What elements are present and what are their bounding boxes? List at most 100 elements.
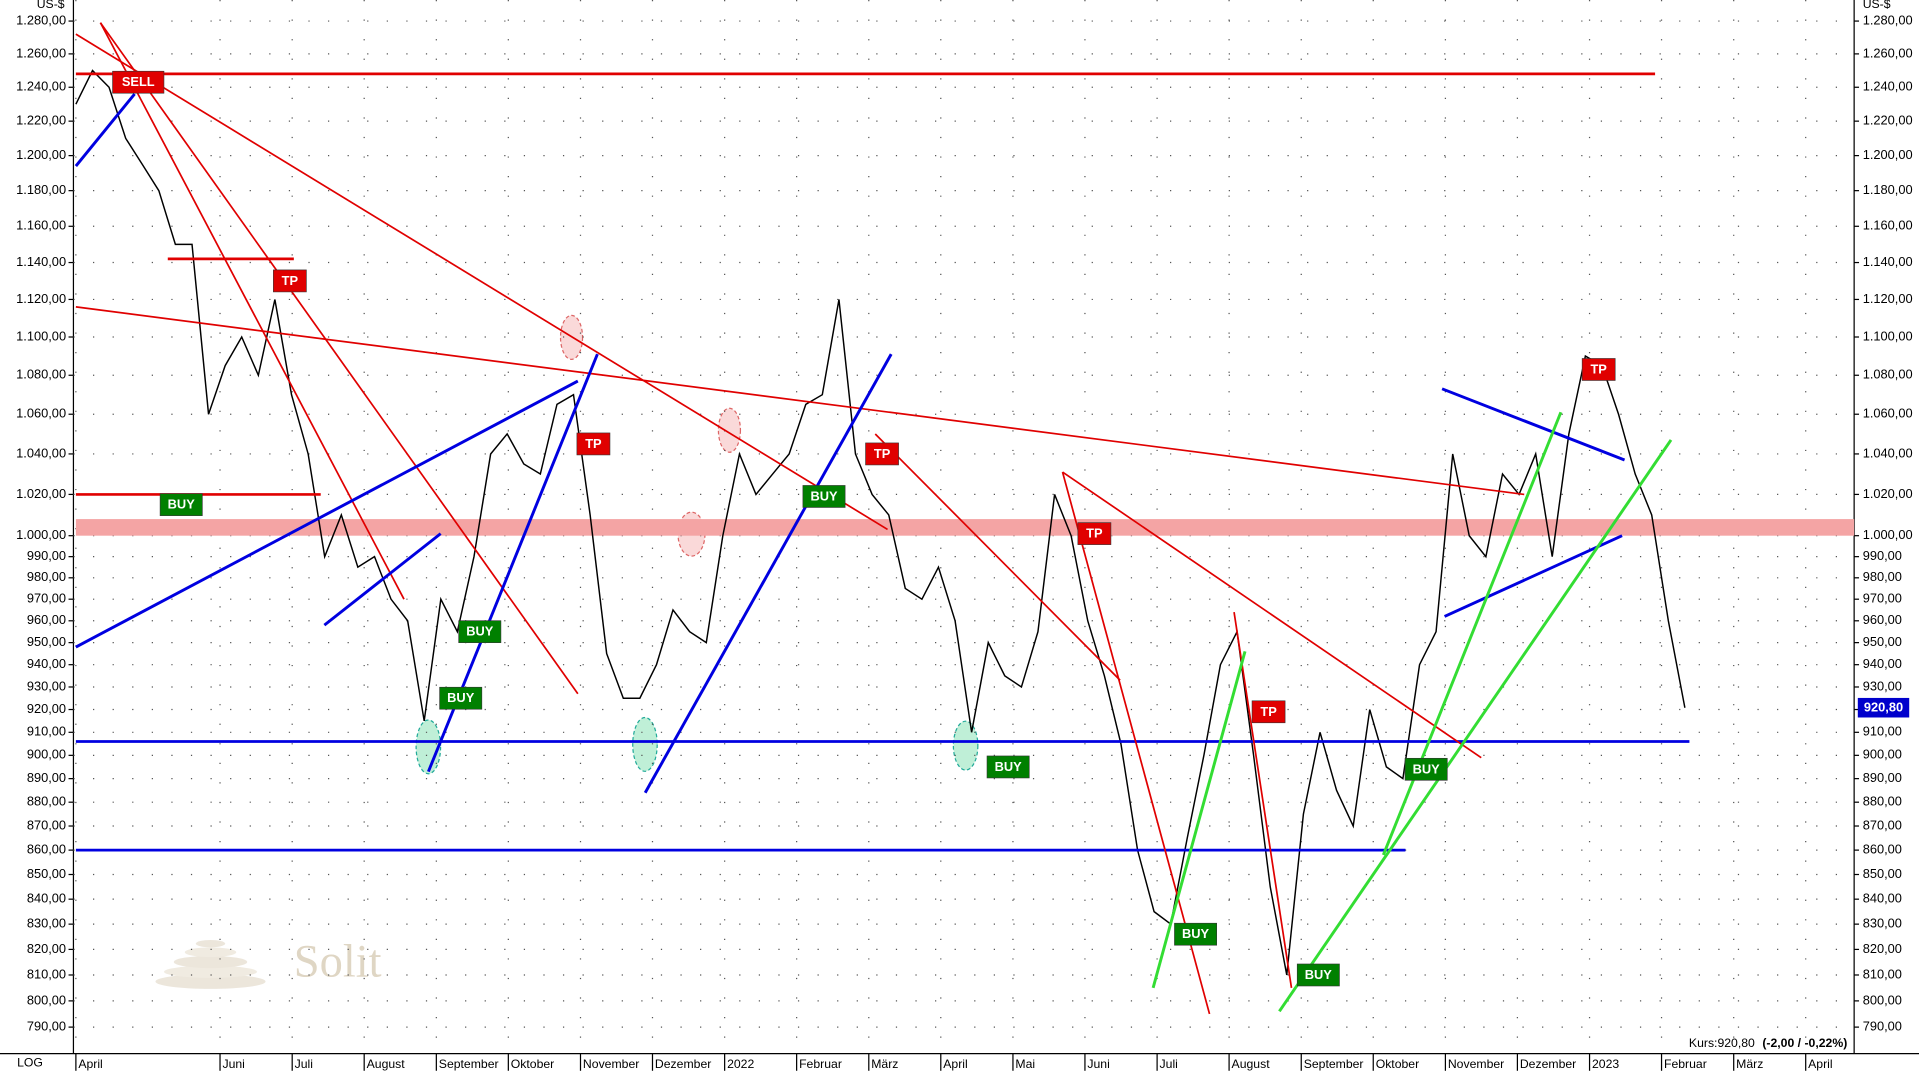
y-tick-label: 830,00 <box>27 916 66 931</box>
signal-box <box>1174 922 1218 946</box>
y-tick-label: 1.180,00 <box>16 182 66 197</box>
signal: BUY <box>1296 963 1340 987</box>
y-tick-label: 1.020,00 <box>16 486 66 501</box>
y-tick-label: 1.160,00 <box>16 218 66 233</box>
y-tick-label: 1.100,00 <box>1863 328 1913 343</box>
signal: BUY <box>1174 922 1218 946</box>
trend-line <box>1151 651 1247 989</box>
trend-line <box>1278 439 1673 1013</box>
y-tick-label: 870,00 <box>27 817 66 832</box>
x-tick-label: 2023 <box>1592 1057 1619 1071</box>
footer-price: Kurs:920,80 <box>1689 1036 1755 1050</box>
trend-line <box>75 379 579 649</box>
x-tick-label: Dezember <box>655 1057 711 1071</box>
footer: Kurs:920,80 (-2,00 / -0,22%) <box>1689 1036 1847 1050</box>
signal-label: SELL <box>122 74 155 89</box>
y-tick-label: 1.200,00 <box>1863 147 1913 162</box>
trend-line <box>643 353 893 794</box>
signal-label: BUY <box>466 624 494 639</box>
signal: TP <box>1077 522 1112 545</box>
y-tick-label: 850,00 <box>1863 866 1902 881</box>
y-tick-label: 930,00 <box>27 678 66 693</box>
y-unit-left: US-$ <box>37 0 65 11</box>
signal-box <box>273 269 307 293</box>
signal-box <box>802 485 846 508</box>
x-tick-label: November <box>1448 1057 1504 1071</box>
signal: BUY <box>439 686 483 710</box>
signal-label: TP <box>282 273 299 288</box>
y-tick-label: 890,00 <box>1863 770 1902 785</box>
y-tick-label: 1.000,00 <box>1863 527 1913 542</box>
y-tick-label: 970,00 <box>1863 591 1902 606</box>
x-tick-label: August <box>367 1057 406 1071</box>
y-tick-label: 1.080,00 <box>16 367 66 382</box>
signal-label: TP <box>1086 526 1103 541</box>
y-tick-label: 1.220,00 <box>1863 113 1913 128</box>
y-tick-label: 950,00 <box>27 634 66 649</box>
y-tick-label: 990,00 <box>1863 548 1902 563</box>
price-tag <box>1857 697 1910 718</box>
y-tick-label: 790,00 <box>27 1019 66 1034</box>
y-tick-label: 1.040,00 <box>1863 445 1913 460</box>
signal-box <box>1581 358 1616 381</box>
y-tick-label: 840,00 <box>1863 891 1902 906</box>
y-tick-label: 850,00 <box>27 866 66 881</box>
x-tick-label: Juni <box>222 1057 244 1071</box>
footer-change: (-2,00 / -0,22%) <box>1762 1036 1847 1050</box>
y-tick-label: 960,00 <box>27 612 66 627</box>
signal: TP <box>273 269 307 293</box>
y-tick-label: 1.160,00 <box>1863 218 1913 233</box>
signal-label: TP <box>1260 704 1277 719</box>
x-tick-label: September <box>1304 1057 1364 1071</box>
y-tick-label: 860,00 <box>1863 842 1902 857</box>
y-tick-label: 1.000,00 <box>16 527 66 542</box>
signal-label: TP <box>1590 361 1607 376</box>
y-tick-label: 960,00 <box>1863 612 1902 627</box>
x-tick-label: Juli <box>1160 1057 1178 1071</box>
y-tick-label: 1.260,00 <box>1863 45 1913 60</box>
y-tick-label: 1.280,00 <box>16 12 66 27</box>
trend-line <box>74 93 136 167</box>
x-tick-label: April <box>78 1057 102 1071</box>
signal-box <box>865 442 899 466</box>
y-tick-label: 1.120,00 <box>16 291 66 306</box>
x-tick-label: Oktober <box>1376 1057 1419 1071</box>
signal: TP <box>1581 358 1616 381</box>
watermark-logo <box>155 939 266 989</box>
x-tick-label: Februar <box>1664 1057 1707 1071</box>
signal: TP <box>865 442 899 466</box>
signal: BUY <box>159 493 203 516</box>
y-tick-label: 950,00 <box>1863 634 1902 649</box>
y-tick-label: 1.260,00 <box>16 45 66 60</box>
y-tick-label: 800,00 <box>1863 992 1902 1007</box>
signal-box <box>1251 700 1286 724</box>
signal: TP <box>576 432 611 456</box>
y-tick-label: 930,00 <box>1863 678 1902 693</box>
y-tick-label: 1.180,00 <box>1863 182 1913 197</box>
scale-label: LOG <box>17 1056 43 1070</box>
y-tick-label: 900,00 <box>27 747 66 762</box>
signal-box <box>458 620 502 643</box>
y-tick-label: 820,00 <box>1863 941 1902 956</box>
signal-label: BUY <box>168 497 196 512</box>
x-tick-label: März <box>871 1057 898 1071</box>
signal: BUY <box>1404 757 1448 781</box>
x-tick-label: Oktober <box>511 1057 554 1071</box>
x-tick-label: Mai <box>1015 1057 1035 1071</box>
trend-line <box>1381 411 1563 856</box>
y-tick-label: 1.220,00 <box>16 113 66 128</box>
price-line <box>75 69 1686 976</box>
trend-line <box>1443 534 1623 618</box>
trend-line <box>75 306 1525 496</box>
signal-box <box>439 686 483 710</box>
signal-label: TP <box>585 436 602 451</box>
y-tick-label: 1.060,00 <box>16 406 66 421</box>
signal-box <box>1296 963 1340 987</box>
y-tick-label: 1.080,00 <box>1863 367 1913 382</box>
y-tick-label: 910,00 <box>1863 724 1902 739</box>
x-tick-label: November <box>583 1057 639 1071</box>
y-tick-label: 1.240,00 <box>1863 79 1913 94</box>
y-tick-label: 810,00 <box>1863 966 1902 981</box>
